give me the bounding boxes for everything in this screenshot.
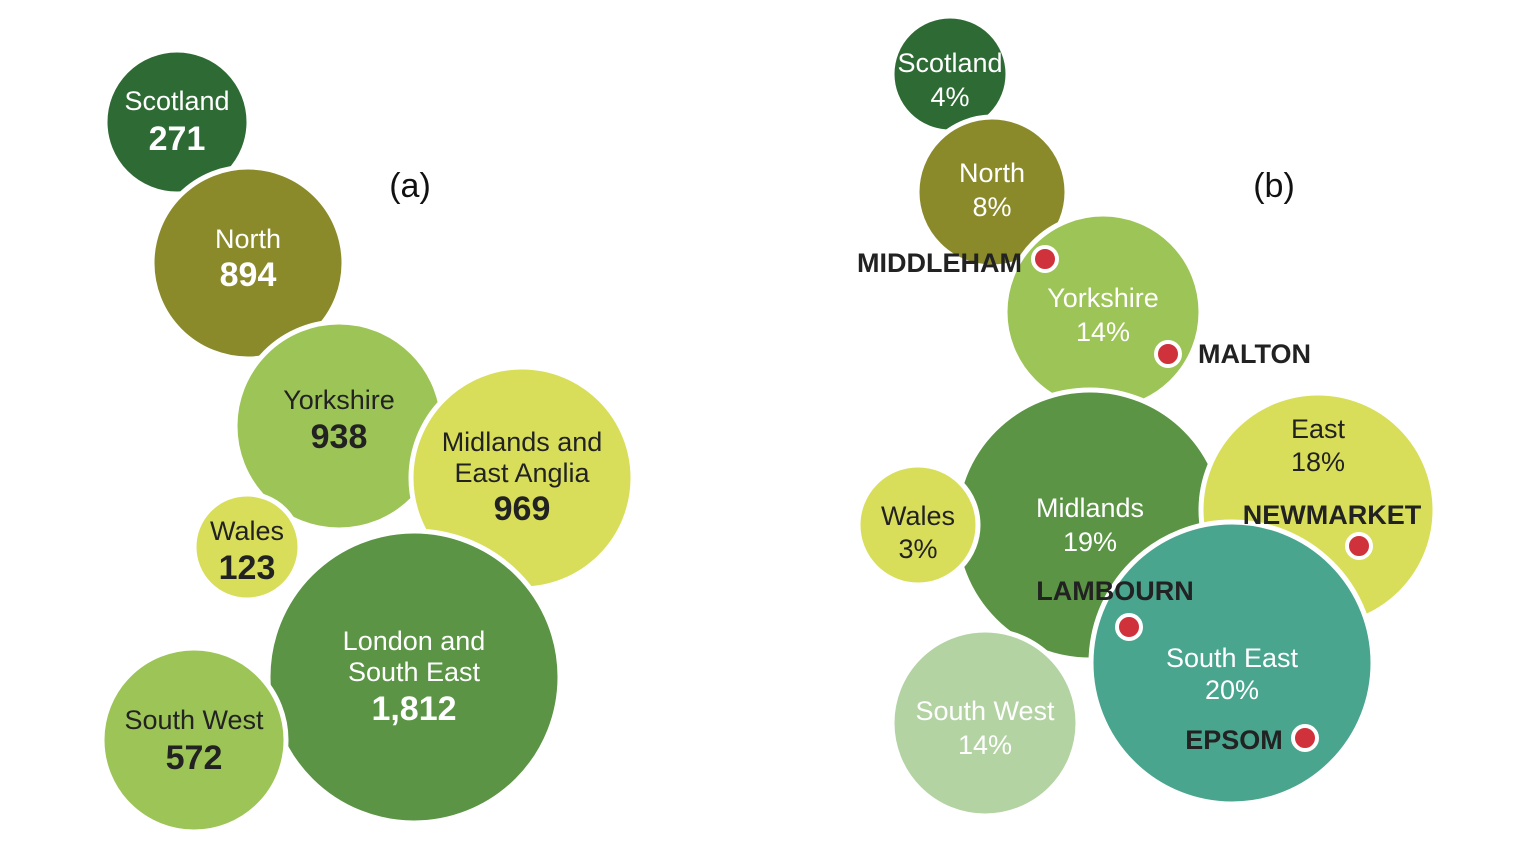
bubble-label-south-east: South East <box>1166 643 1299 673</box>
bubble-label-wales: Wales <box>881 501 955 531</box>
bubble-label-yorkshire: Yorkshire <box>283 385 395 415</box>
town-marker-middleham <box>1031 245 1059 273</box>
bubble-label-midlands: Midlands <box>1036 493 1144 523</box>
bubble-value-south-east: 20% <box>1205 675 1259 705</box>
town-label-lambourn: LAMBOURN <box>1036 576 1193 606</box>
town-label-newmarket: NEWMARKET <box>1243 500 1422 530</box>
bubble-label-midlands-and-east-anglia-line2: East Anglia <box>454 458 590 488</box>
bubble-south-west <box>889 627 1081 819</box>
bubble-value-yorkshire: 14% <box>1076 317 1130 347</box>
panel-a-label: (a) <box>389 167 431 205</box>
town-label-epsom: EPSOM <box>1185 725 1283 755</box>
bubble-label-scotland: Scotland <box>897 48 1002 78</box>
town-label-middleham: MIDDLEHAM <box>857 248 1022 278</box>
bubble-north <box>914 114 1070 270</box>
bubble-value-scotland: 271 <box>149 120 206 158</box>
town-label-malton: MALTON <box>1198 339 1311 369</box>
bubble-london-and-south-east <box>265 528 563 826</box>
bubble-label-south-west: South West <box>124 705 264 735</box>
bubble-value-east: 18% <box>1291 447 1345 477</box>
bubble-label-east: East <box>1291 414 1346 444</box>
bubble-value-wales: 123 <box>219 549 276 587</box>
bubble-scotland <box>102 47 252 197</box>
panel-b: Scotland 4% North 8% Yorkshire 14% Midlands 19%… <box>855 13 1438 819</box>
bubble-value-south-west: 572 <box>166 739 223 777</box>
bubble-value-north: 8% <box>972 192 1011 222</box>
bubble-label-south-west: South West <box>915 696 1055 726</box>
town-marker-newmarket <box>1345 532 1373 560</box>
bubble-value-midlands: 19% <box>1063 527 1117 557</box>
bubble-value-wales: 3% <box>898 534 937 564</box>
bubble-label-north: North <box>959 158 1025 188</box>
town-marker-epsom <box>1291 724 1319 752</box>
bubble-label-scotland: Scotland <box>124 86 229 116</box>
panel-b-label: (b) <box>1253 167 1295 205</box>
town-marker-lambourn <box>1115 613 1143 641</box>
bubble-label-north: North <box>215 224 281 254</box>
bubble-value-yorkshire: 938 <box>311 418 368 456</box>
bubble-label-london-and-south-east-line1: London and <box>343 626 486 656</box>
bubble-value-london-and-south-east: 1,812 <box>371 690 456 728</box>
bubble-wales <box>855 462 981 588</box>
bubble-label-midlands-and-east-anglia-line1: Midlands and <box>442 427 603 457</box>
bubble-label-london-and-south-east-line2: South East <box>348 657 481 687</box>
bubble-label-yorkshire: Yorkshire <box>1047 283 1159 313</box>
bubble-value-scotland: 4% <box>930 82 969 112</box>
bubble-value-midlands-and-east-anglia: 969 <box>494 490 551 528</box>
bubble-wales <box>191 491 303 603</box>
town-marker-malton <box>1154 340 1182 368</box>
bubble-value-north: 894 <box>220 256 277 294</box>
bubble-value-south-west: 14% <box>958 730 1012 760</box>
bubble-north <box>149 164 347 362</box>
bubble-south-west <box>99 645 289 835</box>
bubble-label-wales: Wales <box>210 516 284 546</box>
